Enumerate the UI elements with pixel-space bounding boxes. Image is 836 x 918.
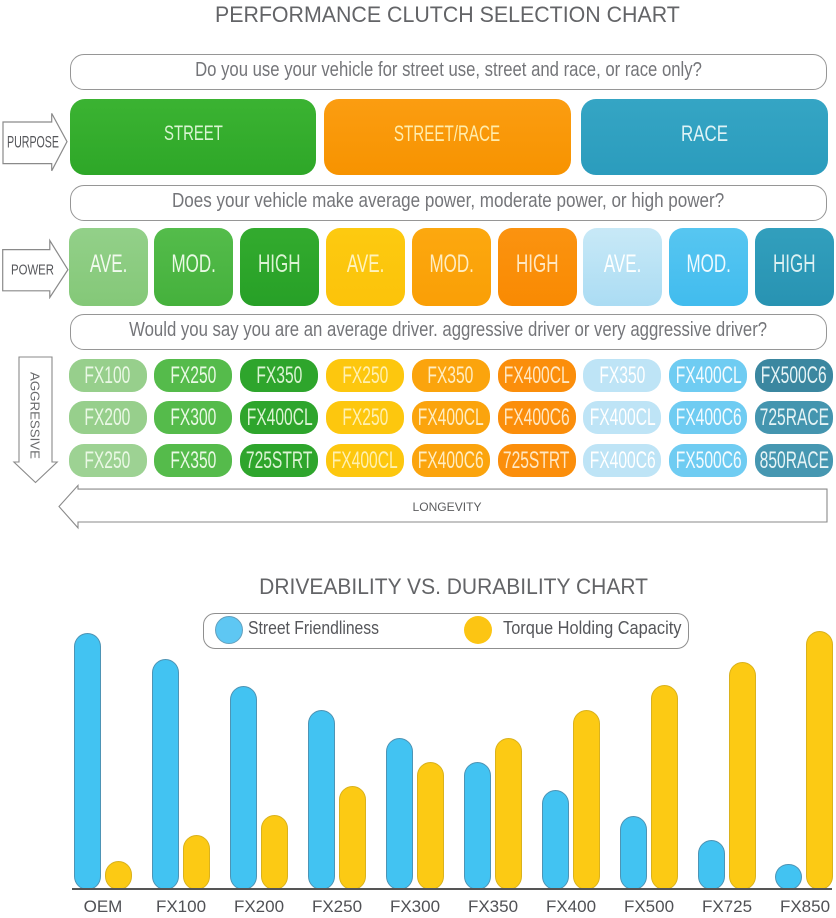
svg-text:LONGEVITY: LONGEVITY — [413, 500, 482, 514]
svg-text:AGGRESSIVE: AGGRESSIVE — [28, 372, 43, 459]
svg-text:PURPOSE: PURPOSE — [7, 133, 59, 152]
svg-text:POWER: POWER — [11, 262, 54, 279]
